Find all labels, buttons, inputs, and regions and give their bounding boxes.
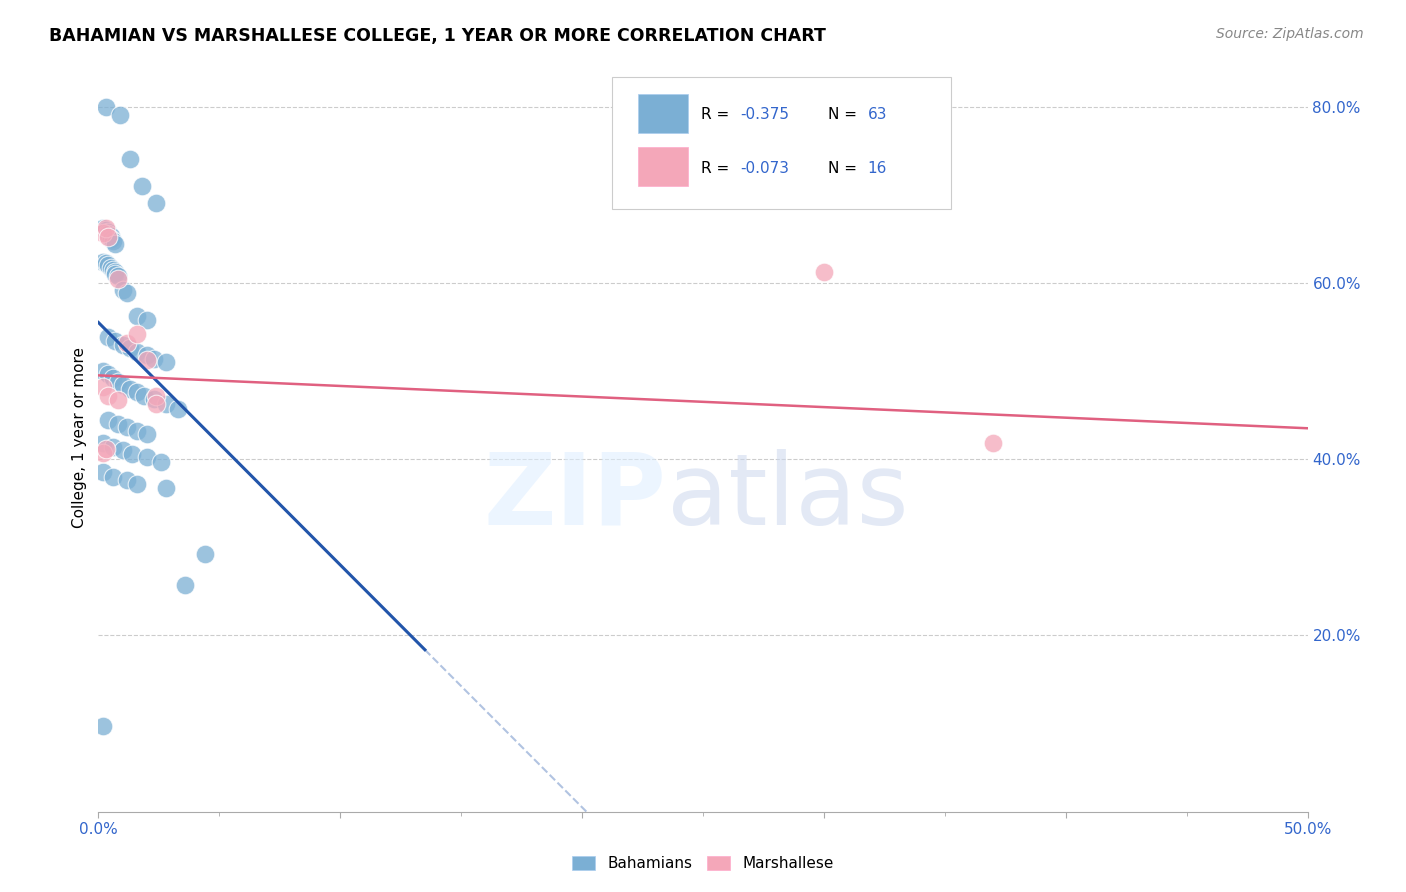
Point [91, 719, 114, 733]
Point [131, 178, 153, 193]
Point [981, 436, 1004, 450]
Point [121, 447, 143, 461]
Point [135, 427, 157, 442]
Point [117, 420, 139, 434]
Point [145, 397, 167, 411]
Point [107, 392, 129, 407]
Point [91, 380, 114, 394]
Point [127, 424, 149, 438]
Point [127, 385, 149, 400]
Point [107, 268, 129, 283]
Point [97, 368, 120, 382]
Point [94, 99, 117, 113]
Point [143, 392, 166, 407]
Point [135, 353, 157, 368]
Point [108, 108, 131, 122]
Text: atlas: atlas [666, 449, 908, 546]
Point [145, 196, 167, 211]
Y-axis label: College, 1 year or more: College, 1 year or more [72, 347, 87, 527]
Point [104, 265, 127, 279]
Point [135, 313, 157, 327]
Point [104, 267, 127, 281]
Point [117, 286, 139, 301]
Point [127, 310, 149, 324]
Point [101, 371, 124, 385]
Point [155, 481, 177, 495]
Point [100, 260, 122, 275]
Point [117, 335, 139, 350]
Point [117, 473, 139, 487]
Point [100, 232, 122, 246]
Point [127, 326, 149, 341]
Point [118, 341, 141, 355]
Point [94, 221, 117, 235]
Point [135, 348, 157, 362]
FancyBboxPatch shape [638, 147, 689, 186]
Point [94, 223, 117, 237]
Text: BAHAMIAN VS MARSHALLESE COLLEGE, 1 YEAR OR MORE CORRELATION CHART: BAHAMIAN VS MARSHALLESE COLLEGE, 1 YEAR … [49, 27, 827, 45]
Point [101, 234, 124, 248]
Point [91, 254, 114, 268]
Point [127, 476, 149, 491]
Point [155, 397, 177, 411]
Point [91, 364, 114, 378]
Point [145, 389, 167, 403]
FancyBboxPatch shape [638, 94, 689, 133]
Point [143, 351, 166, 366]
Point [111, 283, 134, 297]
Point [111, 443, 134, 458]
Point [97, 413, 120, 427]
Point [155, 355, 177, 369]
Point [813, 265, 835, 279]
Point [127, 344, 149, 359]
Text: N =: N = [828, 161, 862, 177]
Text: 16: 16 [868, 161, 887, 177]
Text: R =: R = [700, 161, 734, 177]
FancyBboxPatch shape [613, 78, 950, 209]
Point [134, 389, 156, 403]
Point [94, 256, 117, 270]
Point [97, 258, 120, 272]
Point [135, 450, 157, 465]
Text: Source: ZipAtlas.com: Source: ZipAtlas.com [1216, 27, 1364, 41]
Text: 63: 63 [868, 107, 887, 122]
Text: -0.375: -0.375 [741, 107, 790, 122]
Point [101, 469, 124, 483]
Text: N =: N = [828, 107, 862, 122]
Point [91, 436, 114, 450]
Text: -0.073: -0.073 [741, 161, 790, 177]
Point [118, 153, 141, 167]
Point [150, 455, 173, 469]
Point [118, 382, 141, 396]
Point [91, 446, 114, 460]
Point [174, 578, 197, 592]
Point [104, 237, 127, 252]
Point [91, 226, 114, 240]
Point [111, 378, 134, 392]
Point [94, 442, 117, 456]
Point [107, 417, 129, 431]
Point [97, 230, 120, 244]
Point [100, 229, 122, 244]
Point [91, 221, 114, 235]
Point [194, 547, 217, 561]
Point [97, 389, 120, 403]
Point [104, 334, 127, 348]
Point [111, 337, 134, 351]
Point [107, 272, 129, 286]
Point [97, 225, 120, 239]
Legend: Bahamians, Marshallese: Bahamians, Marshallese [564, 848, 842, 879]
Text: ZIP: ZIP [484, 449, 666, 546]
Point [97, 227, 120, 242]
Point [107, 375, 129, 389]
Point [167, 401, 190, 416]
Point [97, 330, 120, 344]
Point [101, 263, 124, 277]
Point [91, 466, 114, 480]
Point [101, 440, 124, 454]
Text: R =: R = [700, 107, 734, 122]
